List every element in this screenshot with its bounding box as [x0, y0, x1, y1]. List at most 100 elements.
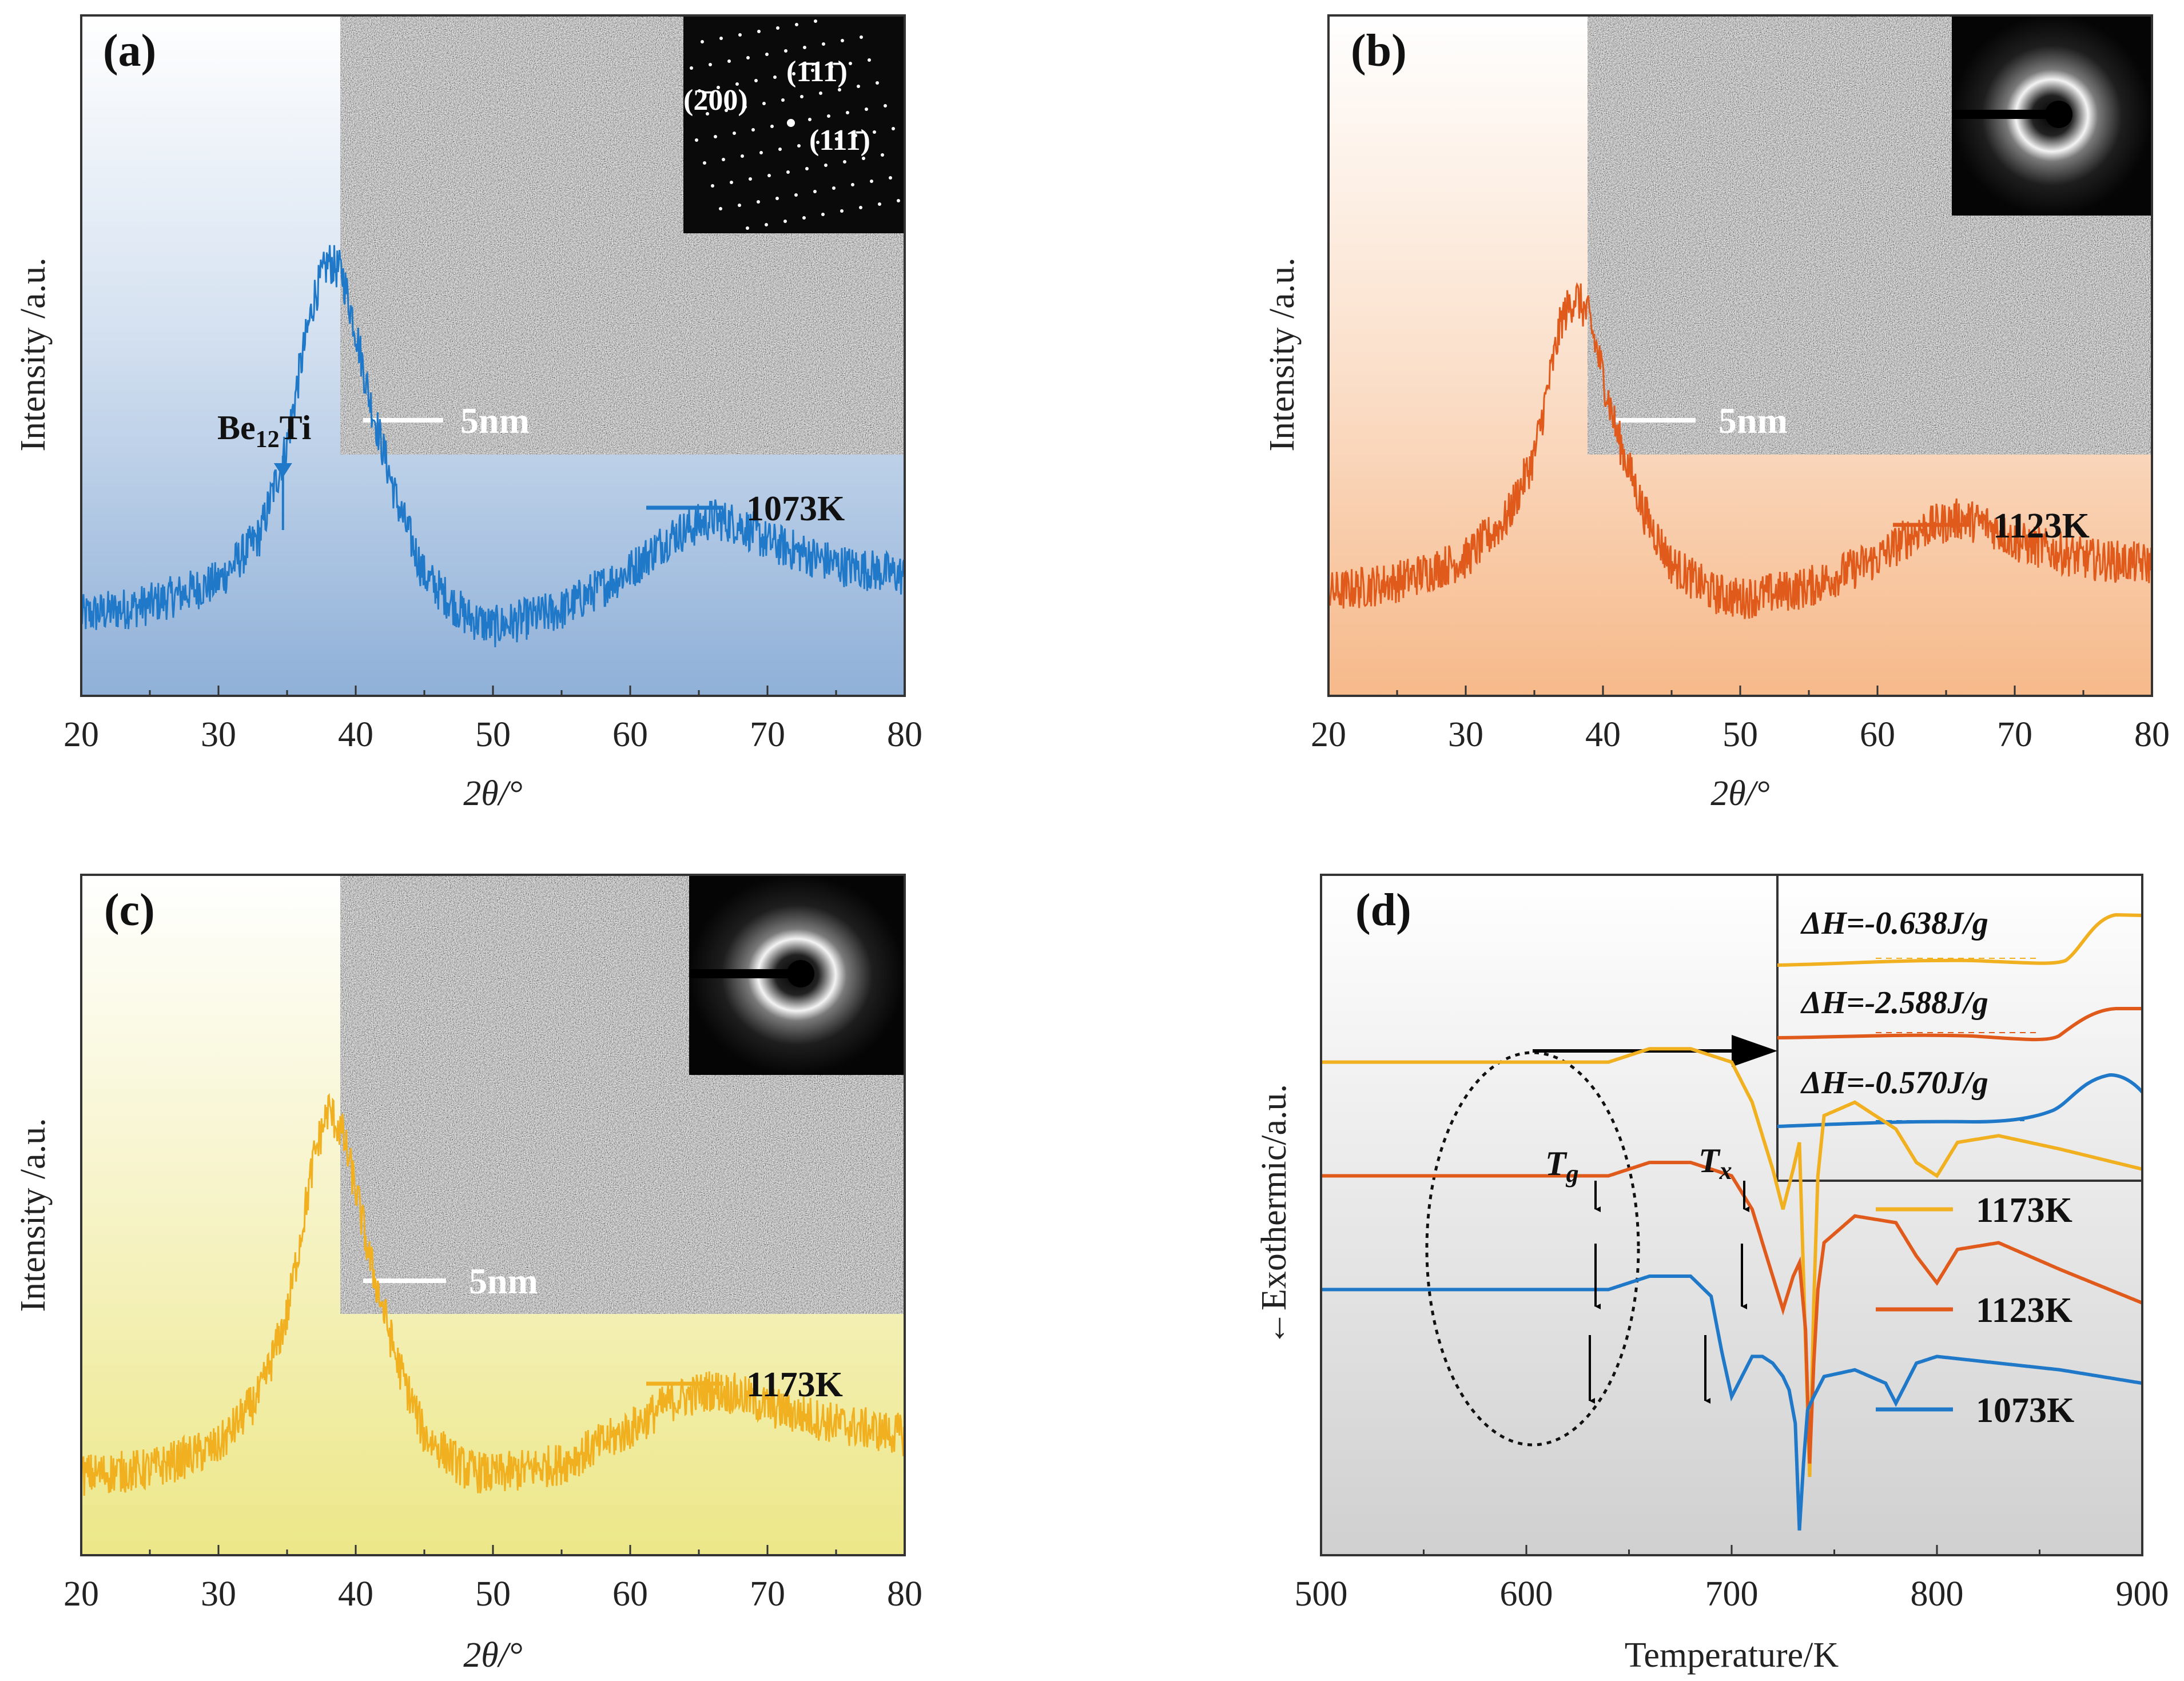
x-tick-label: 50 [475, 715, 511, 754]
saed-spot [878, 202, 881, 206]
saed-spot [787, 119, 795, 127]
x-tick-label: 20 [1311, 715, 1346, 754]
panel-c: 5nm (c) 1173K 20 30 40 50 60 70 80 2θ/° Intens… [14, 874, 922, 1675]
dsc-curve-1073K [1321, 1274, 2143, 1531]
x-axis-label: 2θ/° [463, 774, 522, 813]
beam-stop-center [2045, 101, 2072, 128]
saed-spot [719, 37, 723, 40]
dsc-curve-1123K [1321, 1161, 2143, 1464]
saed-spot [722, 158, 725, 161]
saed-spot [735, 82, 739, 86]
legend-label-1173K: 1173K [1976, 1191, 2072, 1230]
scale-bar-label: 5nm [1718, 400, 1788, 441]
panel-d: ΔH=-0.638J/g ΔH=-2.588J/g ΔH=-0.570J/g T… [1255, 874, 2169, 1675]
panel-d-tag: (d) [1355, 885, 1411, 935]
saed-spot [884, 104, 887, 107]
saed-label-200: (2̄00) [683, 84, 748, 117]
y-axis-label: Intensity /a.u. [14, 257, 53, 451]
x-tick-label: 40 [338, 715, 373, 754]
dsc-curve-1173K [1321, 1047, 2143, 1477]
saed-spot [800, 95, 803, 98]
saed-spot [757, 200, 760, 204]
saed-spot [741, 154, 744, 158]
x-axis-label: 2θ/° [1710, 774, 1769, 813]
saed-spot [703, 161, 706, 165]
inset-curve-1173K [1777, 913, 2143, 967]
saed-spot [795, 23, 798, 26]
saed-spot [830, 65, 833, 69]
saed-spot [746, 56, 750, 59]
x-tick-label: 20 [63, 715, 99, 754]
saed-spot [816, 141, 820, 144]
saed-spots [690, 19, 900, 230]
saed-spot [827, 114, 830, 118]
saed-spot [757, 30, 761, 33]
panel-b-tem-inset: 5nm [1588, 15, 2152, 455]
saed-spot [767, 174, 771, 177]
saed-spot [751, 128, 755, 132]
inset-box [1776, 874, 2143, 1182]
saed-spot [706, 112, 709, 115]
saed-spot [841, 39, 844, 42]
saed-spot [762, 102, 766, 105]
x-axis-label: Temperature/K [1625, 1636, 1839, 1675]
x-tick-label: 20 [63, 1575, 99, 1614]
saed-spot [709, 63, 712, 66]
tx-label: Tx [1698, 1142, 1732, 1185]
saed-spot [824, 164, 828, 167]
saed-spot [838, 88, 841, 91]
xrd-curve-1173K [80, 1093, 905, 1496]
saed-spot [840, 209, 844, 213]
scale-bar-label: 5nm [469, 1261, 538, 1301]
x-tick-label: 40 [1585, 715, 1621, 754]
saed-spot [846, 111, 849, 114]
y-axis-label: Intensity /a.u. [14, 1118, 53, 1312]
saed-spot [727, 59, 731, 63]
saed-spot [802, 216, 806, 220]
saed-spot [773, 75, 777, 79]
saed-spot [805, 167, 809, 170]
saed-spot [701, 40, 704, 43]
y-axis-label: ←Exothermic/a.u. [1255, 1084, 1294, 1346]
x-tick-label: 800 [1911, 1575, 1964, 1614]
x-tick-label: 60 [612, 715, 648, 754]
saed-spot [797, 144, 801, 148]
saed-spot [749, 177, 752, 181]
saed-spot [835, 137, 838, 141]
dh-label-1173K: ΔH=-0.638J/g [1800, 906, 1988, 941]
saed-spot [754, 79, 758, 82]
xrd-curve-1123K [1327, 282, 2153, 619]
x-axis-ticks: 500 600 700 800 900 [1295, 1545, 2169, 1614]
saed-spot [881, 153, 884, 157]
panel-d-dh-inset: ΔH=-0.638J/g ΔH=-2.588J/g ΔH=-0.570J/g [1776, 874, 2144, 1182]
saed-spot [811, 69, 814, 72]
saed-spot [778, 148, 782, 151]
saed-spot [765, 53, 769, 56]
x-tick-label: 40 [338, 1575, 373, 1614]
x-tick-label: 70 [750, 1575, 785, 1614]
saed-spot [843, 160, 846, 164]
inset-curve-1123K [1777, 1007, 2142, 1042]
saed-spot [743, 105, 747, 109]
saed-spot [792, 72, 795, 75]
saed-spot [832, 186, 836, 190]
saed-spot [873, 130, 876, 134]
saed-spot [690, 66, 693, 70]
saed-spot [759, 151, 763, 154]
be12ti-marker [273, 463, 292, 477]
saed-spot [765, 223, 768, 226]
saed-spot [698, 89, 701, 93]
saed-spot [870, 180, 873, 183]
saed-spot [717, 86, 720, 89]
x-tick-label: 80 [887, 715, 922, 754]
panel-a-tem-inset: 5nm (2̄00) (1̄11̄) (111̄) [340, 15, 905, 455]
y-axis-label: Intensity /a.u. [1263, 257, 1302, 451]
inset-curve-1073K [1777, 1073, 2144, 1128]
panel-a: 5nm (2̄00) (1̄11̄) (111̄) Be12Ti (a) 107… [14, 14, 922, 813]
beam-stop-center [787, 960, 814, 987]
saed-spot [783, 220, 787, 223]
saed-spot [819, 91, 822, 95]
legend-label-1073K: 1073K [746, 489, 845, 528]
x-tick-label: 30 [1448, 715, 1483, 754]
x-axis-ticks: 20 30 40 50 60 70 80 [1311, 686, 2170, 754]
